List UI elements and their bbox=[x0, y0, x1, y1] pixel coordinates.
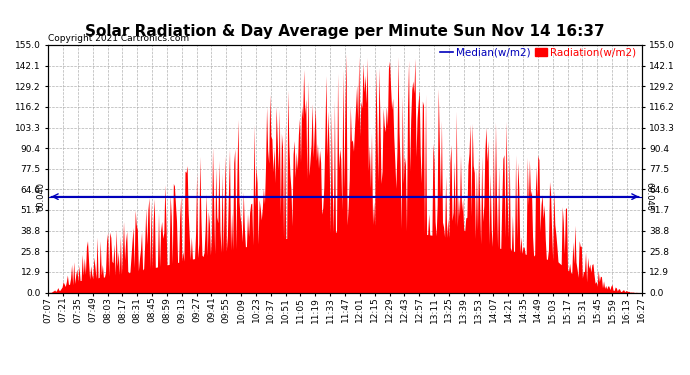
Text: Copyright 2021 Cartronics.com: Copyright 2021 Cartronics.com bbox=[48, 33, 190, 42]
Text: 60.040: 60.040 bbox=[644, 182, 653, 211]
Text: 60.040: 60.040 bbox=[37, 182, 46, 211]
Legend: Median(w/m2), Radiation(w/m2): Median(w/m2), Radiation(w/m2) bbox=[440, 48, 636, 58]
Title: Solar Radiation & Day Average per Minute Sun Nov 14 16:37: Solar Radiation & Day Average per Minute… bbox=[85, 24, 605, 39]
